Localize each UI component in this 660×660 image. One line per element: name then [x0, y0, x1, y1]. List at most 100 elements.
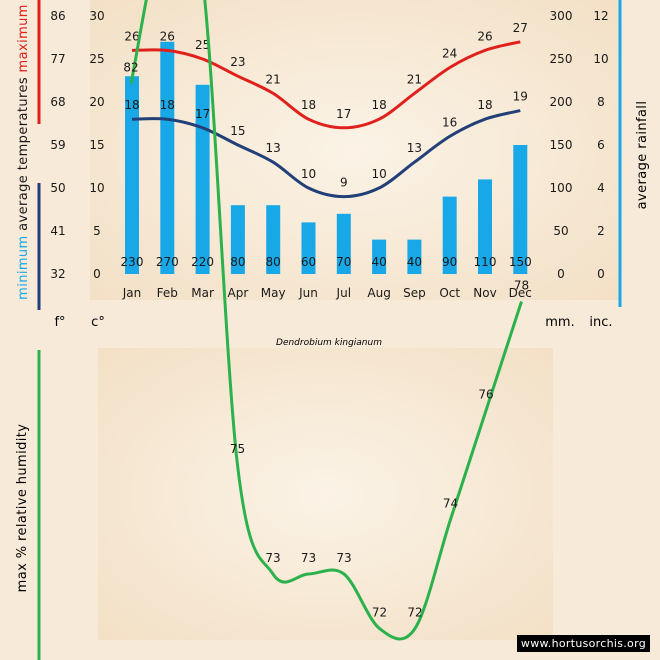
humidity-line	[129, 0, 523, 641]
minimum-temperature-label: 18	[477, 98, 492, 112]
month-tick-label: Jan	[122, 286, 142, 300]
rainfall-value-label: 60	[301, 255, 316, 269]
humidity-axis-title: max % relative humidity	[15, 424, 30, 593]
minimum-temperature-label: 18	[124, 98, 139, 112]
maximum-temperature-label: 18	[371, 98, 386, 112]
average-temperatures-label: average temperatures	[16, 77, 31, 231]
value-labels: 230 270 220 80 80 60 70 40 40 90 110 150 26 26 25 23 21 1…	[121, 21, 532, 269]
rainfall-value-label: 70	[336, 255, 351, 269]
maximum-temperature-label: 26	[124, 29, 139, 43]
celsius-tick-label: 15	[89, 138, 104, 152]
inches-unit: inc.	[589, 315, 612, 330]
inches-tick-label: 4	[597, 181, 605, 195]
humidity-value-label: 72	[372, 606, 387, 620]
mm-tick-label: 200	[550, 95, 573, 109]
minimum-temperature-label: 10	[301, 167, 316, 181]
minimum-temperature-label: 18	[160, 98, 175, 112]
watermark: www.hortusorchis.org	[516, 635, 650, 652]
maximum-temperature-label: 25	[195, 38, 210, 52]
rainfall-bar	[301, 222, 316, 274]
month-tick-label: Feb	[157, 286, 178, 300]
temperature-axis-title: minimum average temperatures maximum	[16, 4, 31, 300]
month-tick-label: May	[261, 286, 286, 300]
month-tick-label: Nov	[473, 286, 496, 300]
humidity-value-label: 73	[336, 551, 351, 565]
rainfall-bar	[372, 239, 387, 274]
humidity-value-labels: 828584757373737272747678	[123, 61, 529, 620]
rainfall-value-label: 110	[474, 255, 497, 269]
month-tick-label: Mar	[191, 286, 214, 300]
minimum-temperature-label: 9	[340, 176, 348, 190]
celsius-unit: c°	[91, 315, 105, 330]
rainfall-bar	[336, 213, 351, 274]
inches-tick-label: 10	[593, 52, 608, 66]
mm-tick-label: 150	[550, 138, 573, 152]
humidity-value-label: 74	[443, 497, 458, 511]
fahrenheit-tick-label: 32	[50, 267, 65, 281]
inches-tick-label: 2	[597, 224, 605, 238]
rainfall-bar	[195, 84, 210, 274]
maximum-temperature-label: 26	[160, 29, 175, 43]
rainfall-value-label: 270	[156, 255, 179, 269]
fahrenheit-tick-label: 50	[50, 181, 65, 195]
temperature-lines	[131, 40, 521, 199]
humidity-value-label: 72	[407, 606, 422, 620]
minimum-temperature-label: 19	[513, 90, 528, 104]
minimum-temperature-label: 17	[195, 107, 210, 121]
rainfall-bar	[125, 76, 139, 274]
month-tick-label: Dec	[509, 286, 532, 300]
rainfall-value-label: 40	[371, 255, 386, 269]
max-axis-label: maximum	[16, 4, 31, 72]
mm-tick-label: 50	[553, 224, 568, 238]
maximum-temperature-label: 23	[230, 55, 245, 69]
maximum-temperature-label: 18	[301, 98, 316, 112]
top-plot-background	[90, 0, 620, 300]
bottom-plot-background	[98, 348, 553, 640]
rainfall-bar	[442, 196, 457, 274]
rainfall-bar	[266, 205, 281, 274]
month-tick-label: Jun	[298, 286, 318, 300]
maximum-temperature-label: 21	[266, 72, 281, 86]
month-tick-label: Oct	[439, 286, 460, 300]
month-labels: Jan Feb Mar Apr May Jun Jul Aug Sep Oct Nov Dec	[122, 286, 532, 300]
inches-tick-label: 0	[597, 267, 605, 281]
rainfall-bar	[230, 205, 245, 274]
minimum-temperature-label: 15	[230, 124, 245, 138]
maximum-temperature-label: 21	[407, 72, 422, 86]
humidity-line-path	[129, 0, 523, 641]
fahrenheit-tick-label: 86	[50, 9, 65, 23]
inches-tick-label: 6	[597, 138, 605, 152]
minimum-temperature-label: 13	[407, 141, 422, 155]
maximum-temperature-line	[131, 40, 521, 130]
rainfall-value-label: 230	[121, 255, 144, 269]
rainfall-value-label: 90	[442, 255, 457, 269]
month-tick-label: Sep	[403, 286, 426, 300]
celsius-tick-label: 5	[93, 224, 101, 238]
mm-tick-label: 300	[550, 9, 573, 23]
humidity-value-label: 78	[514, 279, 529, 293]
maximum-temperature-label: 24	[442, 47, 457, 61]
inches-tick-label: 12	[593, 9, 608, 23]
celsius-tick-label: 30	[89, 9, 104, 23]
mm-tick-label: 250	[550, 52, 573, 66]
rainfall-bars	[125, 41, 528, 274]
mm-tick-label: 0	[557, 267, 565, 281]
humidity-value-label: 75	[230, 442, 245, 456]
month-tick-label: Aug	[367, 286, 390, 300]
rainfall-bar	[160, 41, 175, 274]
month-tick-label: Jul	[336, 286, 351, 300]
rainfall-bar	[478, 179, 492, 274]
rainfall-bar	[513, 145, 528, 274]
celsius-tick-label: 20	[89, 95, 104, 109]
fahrenheit-tick-label: 59	[50, 138, 65, 152]
rainfall-value-label: 40	[407, 255, 422, 269]
rainfall-axis-title: average rainfall	[635, 101, 650, 210]
mm-tick-label: 100	[550, 181, 573, 195]
fahrenheit-tick-label: 77	[50, 52, 65, 66]
celsius-tick-label: 10	[89, 181, 104, 195]
fahrenheit-unit: f°	[54, 315, 65, 330]
minimum-temperature-label: 13	[266, 141, 281, 155]
rainfall-value-label: 80	[266, 255, 281, 269]
